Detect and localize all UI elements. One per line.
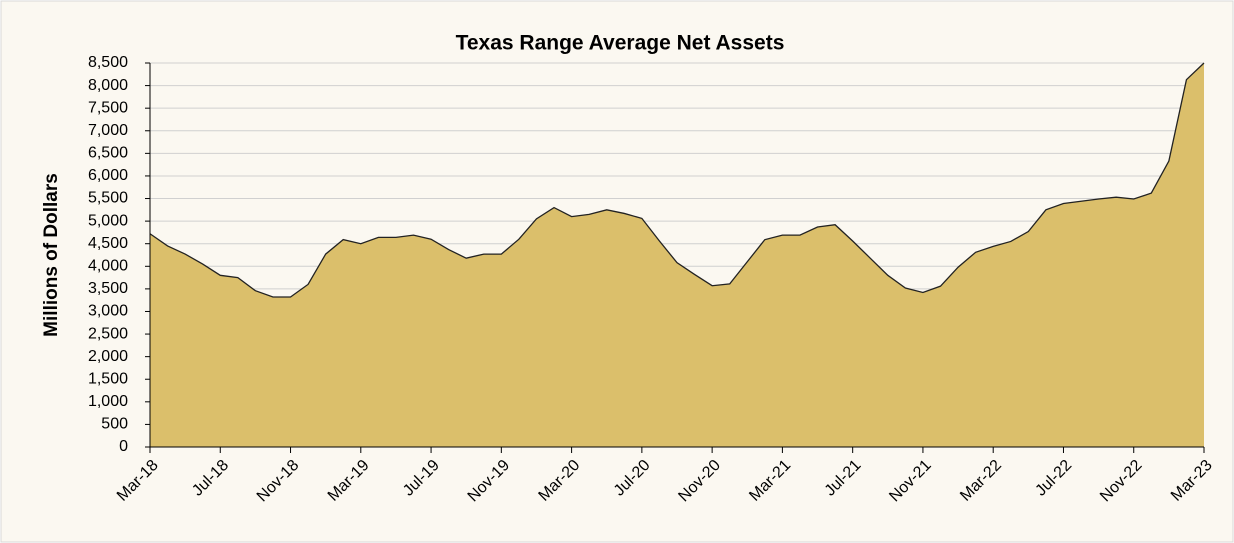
y-tick-label: 5,000	[88, 212, 128, 229]
y-tick-label: 8,500	[88, 54, 128, 71]
y-tick-label: 0	[119, 438, 128, 455]
y-tick-label: 5,500	[88, 190, 128, 207]
y-tick-label: 6,500	[88, 145, 128, 162]
y-tick-label: 8,000	[88, 77, 128, 94]
chart-title: Texas Range Average Net Assets	[456, 32, 785, 55]
y-tick-label: 3,000	[88, 303, 128, 320]
y-tick-label: 4,000	[88, 258, 128, 275]
y-tick-label: 4,500	[88, 235, 128, 252]
y-tick-label: 500	[101, 416, 128, 433]
area	[150, 63, 1204, 447]
y-axis-title: Millions of Dollars	[41, 173, 62, 337]
y-tick-label: 7,500	[88, 99, 128, 116]
y-tick-label: 2,500	[88, 325, 128, 342]
area-outline	[149, 62, 1205, 298]
y-tick-label: 3,500	[88, 280, 128, 297]
y-tick-label: 1,000	[88, 393, 128, 410]
y-tick-label: 1,500	[88, 370, 128, 387]
y-tick-label: 7,000	[88, 122, 128, 139]
y-tick-label: 2,000	[88, 348, 128, 365]
y-tick-label: 6,000	[88, 167, 128, 184]
